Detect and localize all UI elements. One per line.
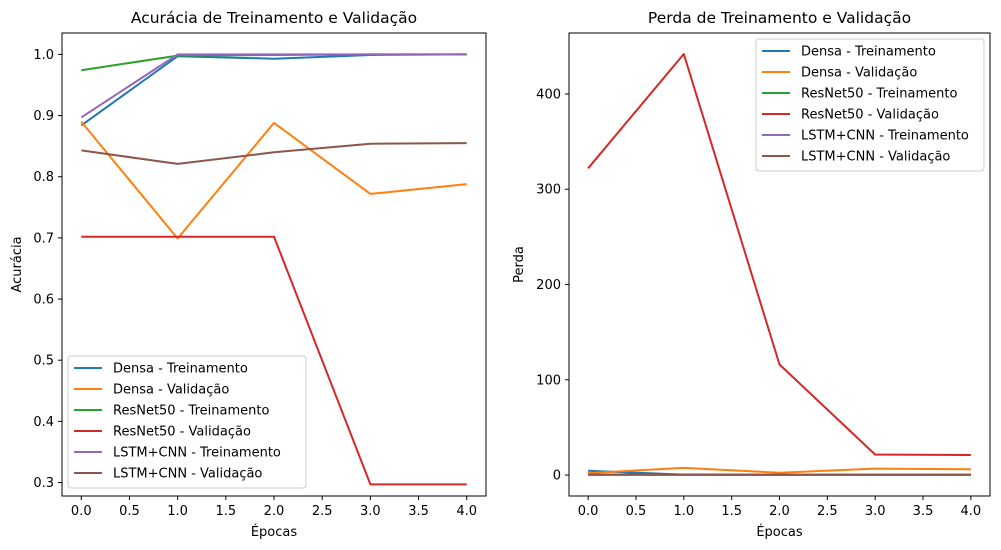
- chart-panel-0: 0.0 0.5 1.0 1.5 2.0 2.5 3.0 3.5 4.0 0.3 0.4 0.5 0.6 0…: [10, 9, 487, 540]
- legend-label: ResNet50 - Validação: [113, 425, 251, 440]
- y-tick-label: 200: [536, 278, 561, 293]
- x-tick-label: 3.5: [408, 504, 429, 519]
- series-line-loss-3: [587, 53, 971, 456]
- y-tick-label: 0.4: [33, 415, 54, 430]
- series-line-acc-4: [80, 53, 467, 119]
- x-tick-label: 0.5: [119, 504, 140, 519]
- y-tick-label: 1.0: [33, 48, 54, 63]
- legend-label: ResNet50 - Treinamento: [801, 87, 957, 102]
- x-tick-label: 1.5: [721, 504, 742, 519]
- x-tick-label: 0.5: [626, 504, 647, 519]
- x-tick-label: 2.0: [769, 504, 790, 519]
- legend-label: LSTM+CNN - Validação: [801, 150, 950, 165]
- x-tick-label: 2.5: [312, 504, 333, 519]
- legend-label: Densa - Validação: [801, 66, 917, 81]
- series-line-acc-1: [80, 121, 467, 240]
- y-tick-label: 0: [553, 469, 561, 484]
- legend-label: LSTM+CNN - Treinamento: [801, 129, 969, 144]
- y-axis-label: Perda: [512, 246, 527, 283]
- legend-box: [755, 38, 985, 172]
- legend-label: Densa - Validação: [113, 383, 229, 398]
- legend: Densa - Treinamento Densa - Validação ResN…: [67, 355, 307, 489]
- y-tick-label: 100: [536, 373, 561, 388]
- y-tick-label: 0.3: [33, 476, 54, 491]
- x-tick-label: 3.0: [360, 504, 381, 519]
- y-tick-label: 0.7: [33, 231, 54, 246]
- legend: Densa - Treinamento Densa - Validação ResN…: [755, 38, 985, 172]
- x-tick-label: 4.0: [456, 504, 477, 519]
- y-tick-label: 300: [536, 183, 561, 198]
- legend-label: Densa - Treinamento: [113, 362, 248, 377]
- x-tick-label: 3.5: [913, 504, 934, 519]
- x-tick-label: 0.0: [71, 504, 92, 519]
- chart-panel-1: 0.0 0.5 1.0 1.5 2.0 2.5 3.0 3.5 4.0 0 100 200 300 400…: [512, 9, 991, 540]
- x-axis-label: Épocas: [756, 524, 803, 540]
- legend-label: LSTM+CNN - Validação: [113, 467, 262, 482]
- x-tick-label: 3.0: [865, 504, 886, 519]
- y-tick-label: 0.5: [33, 354, 54, 369]
- y-axis-label: Acurácia: [10, 236, 25, 292]
- x-tick-label: 2.0: [264, 504, 285, 519]
- y-tick-label: 0.9: [33, 109, 54, 124]
- x-tick-label: 0.0: [578, 504, 599, 519]
- series-line-loss-1: [588, 466, 971, 475]
- legend-label: LSTM+CNN - Treinamento: [113, 446, 281, 461]
- y-tick-label: 0.6: [33, 293, 54, 308]
- y-tick-label: 400: [536, 87, 561, 102]
- legend-box: [67, 355, 307, 489]
- legend-label: ResNet50 - Validação: [801, 108, 939, 123]
- chart-title: Perda de Treinamento e Validação: [648, 9, 911, 27]
- chart-title: Acurácia de Treinamento e Validação: [131, 9, 417, 27]
- series-line-acc-5: [81, 142, 467, 165]
- x-tick-label: 1.5: [215, 504, 236, 519]
- x-tick-label: 1.0: [167, 504, 188, 519]
- legend-label: ResNet50 - Treinamento: [113, 404, 269, 419]
- x-tick-label: 2.5: [817, 504, 838, 519]
- series-line-acc-0: [80, 53, 467, 127]
- x-tick-label: 1.0: [673, 504, 694, 519]
- series-line-acc-3: [81, 235, 467, 486]
- y-tick-label: 0.8: [33, 170, 54, 185]
- legend-label: Densa - Treinamento: [801, 45, 936, 60]
- x-tick-label: 4.0: [961, 504, 982, 519]
- x-axis-label: Épocas: [251, 524, 298, 540]
- series-line-acc-2: [81, 53, 467, 72]
